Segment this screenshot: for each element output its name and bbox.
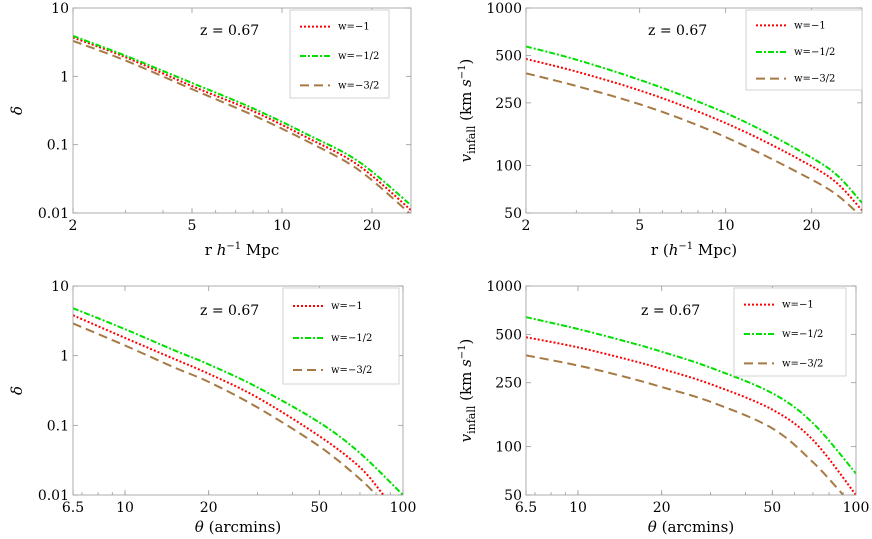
- legend-label-2: w=−1/2: [794, 47, 835, 58]
- legend-label-3: w=−3/2: [782, 358, 823, 369]
- legend-label-2: w=−1/2: [782, 329, 823, 340]
- x-tick-label: 2: [69, 218, 78, 234]
- x-tick-label: 2: [522, 218, 531, 234]
- legend-label-1: w=−1: [338, 22, 370, 33]
- x-tick-label: 6.5: [62, 500, 84, 516]
- x-tick-label: 100: [843, 500, 870, 516]
- chart-panel-1: 2 5 10 20 0.01 0.1 1 10 z = 0.67 w=−1 w=−1/2 w=−3/2…: [8, 1, 412, 259]
- y-tick-label: 250: [495, 376, 522, 392]
- x-tick-label: 10: [116, 500, 134, 516]
- legend: w=−1 w=−1/2 w=−3/2: [282, 287, 400, 385]
- chart-panel-3: 6.5 10 20 50 100 0.01 0.1 1 10 z = 0.67 w=−1 w=−1/2…: [8, 279, 417, 536]
- x-tick-label: 20: [200, 500, 218, 516]
- x-axis-label: r (h−1 Mpc): [651, 241, 737, 259]
- legend-box: [282, 287, 400, 385]
- legend-label-3: w=−3/2: [331, 365, 372, 376]
- redshift-annotation: z = 0.67: [200, 303, 259, 319]
- y-tick-label: 1: [60, 69, 69, 85]
- y-tick-label: 250: [495, 96, 522, 112]
- legend-box: [745, 9, 863, 91]
- y-tick-label: 100: [495, 440, 522, 456]
- series-line-2: [73, 307, 403, 495]
- y-tick-label: 0.01: [38, 206, 69, 222]
- x-tick-label: 5: [188, 218, 197, 234]
- x-tick-label: 10: [717, 218, 735, 234]
- legend: w=−1 w=−1/2 w=−3/2: [289, 9, 390, 99]
- series-line-3: [526, 354, 845, 495]
- y-tick-label: 10: [51, 279, 69, 295]
- x-tick-label: 20: [363, 218, 381, 234]
- series-line-1: [73, 36, 411, 211]
- series-group: [526, 45, 862, 213]
- y-axis-label: vinfall (km s−1): [457, 339, 478, 443]
- plot-frame: [525, 7, 863, 214]
- series-group: [73, 35, 411, 213]
- legend-label-2: w=−1/2: [331, 333, 372, 344]
- legend-label-1: w=−1: [782, 300, 814, 311]
- y-tick-label: 500: [495, 327, 522, 343]
- x-tick-label: 5: [635, 218, 644, 234]
- x-tick-label: 100: [390, 500, 417, 516]
- redshift-annotation: z = 0.67: [641, 303, 700, 319]
- series-line-3: [73, 39, 411, 213]
- x-axis-label: r h−1 Mpc: [205, 241, 280, 259]
- series-line-2: [73, 35, 411, 206]
- y-axis-label: vinfall (km s−1): [457, 59, 478, 163]
- x-tick-label: 10: [273, 218, 291, 234]
- y-tick-label: 500: [495, 48, 522, 64]
- legend-label-2: w=−1/2: [338, 51, 379, 62]
- redshift-annotation: z = 0.67: [648, 23, 707, 39]
- y-tick-label: 50: [504, 488, 522, 504]
- series-line-2: [526, 45, 862, 204]
- y-tick-label: 100: [495, 159, 522, 175]
- series-line-1: [73, 314, 385, 495]
- plot-frame: [72, 7, 412, 214]
- x-tick-label: 20: [653, 500, 671, 516]
- x-tick-label: 50: [763, 500, 781, 516]
- legend-label-3: w=−3/2: [338, 80, 379, 91]
- series-line-1: [526, 336, 856, 495]
- legend-label-1: w=−1: [794, 20, 826, 31]
- legend-label-3: w=−3/2: [794, 74, 835, 85]
- legend-box: [733, 287, 847, 377]
- x-tick-label: 10: [569, 500, 587, 516]
- y-tick-label: 0.1: [47, 138, 69, 154]
- y-axis-label: δ: [8, 386, 26, 395]
- y-axis-label: δ: [8, 106, 26, 115]
- series-line-3: [73, 322, 377, 495]
- redshift-annotation: z = 0.67: [200, 23, 259, 39]
- y-tick-label: 1000: [486, 1, 522, 17]
- series-group: [526, 316, 856, 495]
- series-line-3: [526, 72, 859, 213]
- y-tick-label: 0.01: [38, 488, 69, 504]
- series-line-2: [526, 316, 856, 475]
- legend-label-1: w=−1: [331, 301, 363, 312]
- legend-box: [289, 9, 390, 99]
- plot-frame: [72, 285, 404, 496]
- series-line-1: [526, 57, 862, 212]
- x-tick-label: 6.5: [515, 500, 537, 516]
- legend: w=−1 w=−1/2 w=−3/2: [745, 9, 863, 91]
- x-axis-label: θ (arcmins): [195, 518, 281, 536]
- y-tick-label: 10: [51, 1, 69, 17]
- y-tick-label: 50: [504, 206, 522, 222]
- y-tick-label: 0.1: [47, 418, 69, 434]
- y-tick-label: 1: [60, 349, 69, 365]
- x-tick-label: 50: [310, 500, 328, 516]
- x-axis-label: θ (arcmins): [648, 518, 734, 536]
- legend: w=−1 w=−1/2 w=−3/2: [733, 287, 847, 377]
- y-tick-label: 1000: [486, 279, 522, 295]
- series-group: [73, 307, 403, 495]
- x-tick-label: 20: [803, 218, 821, 234]
- plot-frame: [525, 285, 857, 496]
